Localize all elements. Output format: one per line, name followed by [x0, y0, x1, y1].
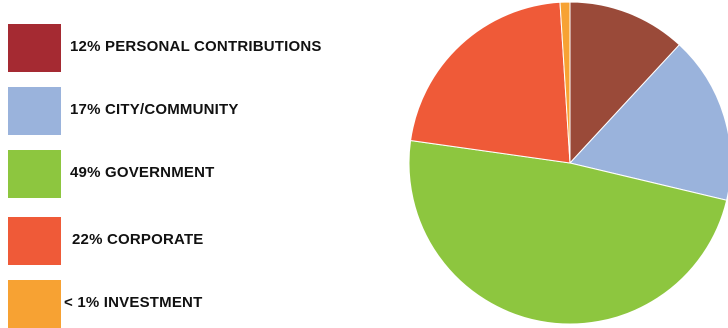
- legend-label-city-community: 17% CITY/COMMUNITY: [70, 101, 239, 118]
- pie-chart: [408, 1, 728, 324]
- pie-slice-investment: [559, 1, 571, 164]
- legend-item-government: 49% GOVERNMENT: [8, 150, 380, 198]
- legend-swatch-government: [8, 150, 61, 198]
- pie-slice-corporate: [410, 1, 571, 164]
- legend-label-investment: < 1% INVESTMENT: [64, 294, 203, 311]
- legend-swatch-city-community: [8, 87, 61, 135]
- pie-slice-government: [408, 139, 728, 324]
- pie-slice-personal-contributions: [569, 1, 681, 165]
- legend-item-corporate: 22% CORPORATE: [8, 217, 380, 265]
- legend-label-corporate: 22% CORPORATE: [72, 231, 204, 248]
- chart-legend: 12% PERSONAL CONTRIBUTIONS 17% CITY/COMM…: [8, 24, 380, 328]
- pie-slice-city-community: [569, 44, 728, 201]
- legend-item-personal-contributions: 12% PERSONAL CONTRIBUTIONS: [8, 24, 380, 72]
- legend-swatch-investment: [8, 280, 61, 328]
- legend-swatch-corporate: [8, 217, 61, 265]
- legend-label-government: 49% GOVERNMENT: [70, 164, 215, 181]
- legend-label-personal-contributions: 12% PERSONAL CONTRIBUTIONS: [70, 38, 322, 55]
- legend-item-investment: < 1% INVESTMENT: [8, 280, 380, 328]
- legend-swatch-personal-contributions: [8, 24, 61, 72]
- legend-item-city-community: 17% CITY/COMMUNITY: [8, 87, 380, 135]
